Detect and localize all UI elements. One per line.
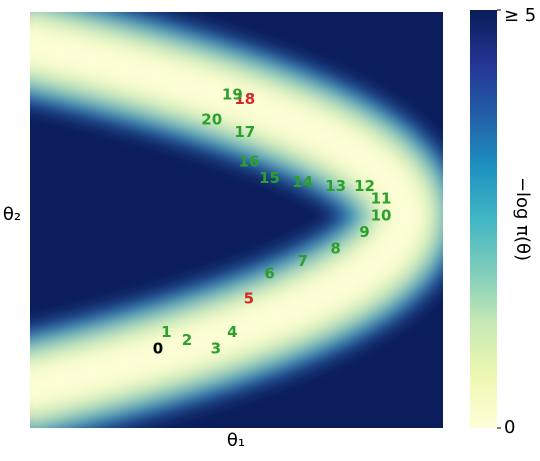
colorbar-tick-label: 0	[504, 417, 515, 438]
point-label: 12	[354, 177, 375, 195]
point-label: 19	[222, 86, 243, 104]
heatmap	[30, 12, 443, 428]
point-label: 20	[201, 111, 222, 129]
point-label: 7	[297, 252, 307, 270]
point-label: 0	[153, 339, 163, 357]
point-label: 6	[264, 265, 274, 283]
point-label: 17	[234, 123, 255, 141]
point-label: 2	[182, 331, 192, 349]
point-label: 11	[371, 190, 392, 208]
point-label: 15	[259, 169, 280, 187]
colorbar-label: −log π(θ)	[512, 177, 533, 261]
point-label: 1	[161, 323, 171, 341]
point-label: 5	[244, 290, 254, 308]
y-axis-label: θ₂	[3, 204, 21, 225]
point-label: 9	[359, 223, 369, 241]
point-label: 8	[330, 240, 340, 258]
point-label: 18	[234, 90, 255, 108]
colorbar	[470, 10, 497, 428]
x-axis-label: θ₁	[227, 430, 245, 451]
colorbar-tick-label: ≥ 5	[504, 5, 536, 26]
point-label: 14	[292, 173, 313, 191]
point-label: 3	[211, 339, 221, 357]
point-label: 16	[238, 152, 259, 170]
point-label: 4	[227, 323, 237, 341]
point-label: 13	[325, 177, 346, 195]
point-label: 10	[371, 206, 392, 224]
